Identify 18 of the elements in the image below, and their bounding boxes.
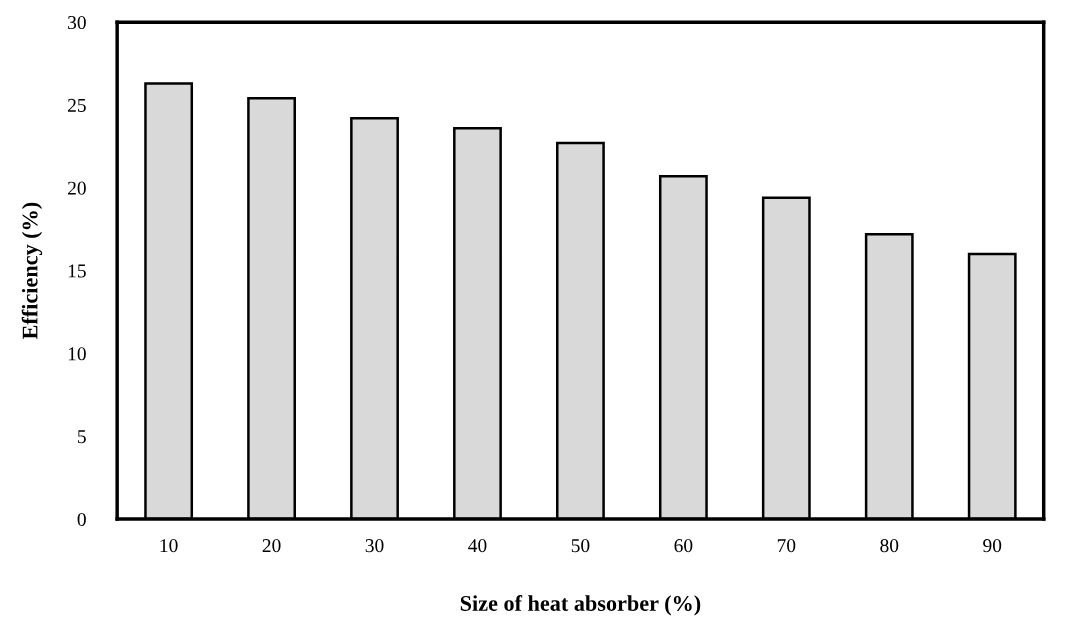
y-tick-label: 15 — [68, 264, 86, 278]
x-axis-title: Size of heat absorber (%) — [460, 595, 701, 616]
x-tick-label: 30 — [365, 539, 384, 553]
x-tick-label: 40 — [468, 539, 487, 553]
x-tick-label: 20 — [262, 539, 281, 553]
x-tick-label: 60 — [674, 539, 693, 553]
x-tick-label: 50 — [571, 539, 590, 553]
y-tick-label: 20 — [68, 181, 86, 195]
x-tick-label: 70 — [777, 539, 796, 553]
y-tick-label: 5 — [78, 430, 86, 444]
y-tick-label: 0 — [77, 512, 86, 526]
y-tick-label: 25 — [68, 98, 86, 112]
y-tick-label: 30 — [68, 15, 86, 30]
x-tick-label: 80 — [880, 539, 899, 553]
x-tick-label: 90 — [983, 539, 1002, 553]
y-tick-label: 10 — [68, 347, 86, 361]
y-axis-title: Efficiency (%) — [21, 202, 43, 340]
x-tick-label: 10 — [160, 539, 178, 553]
